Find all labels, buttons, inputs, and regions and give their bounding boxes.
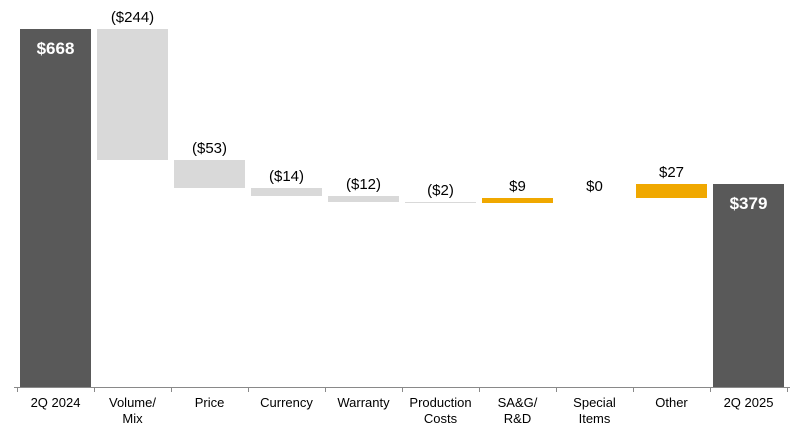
x-axis-tick <box>17 387 18 392</box>
x-axis-label: Volume/ Mix <box>109 395 156 426</box>
bar-volume-mix <box>97 29 168 160</box>
x-axis-tick <box>248 387 249 392</box>
bar-value-label: ($2) <box>427 182 454 200</box>
x-axis-tick <box>402 387 403 392</box>
x-axis-tick <box>787 387 788 392</box>
bar-value-label: ($14) <box>268 168 305 186</box>
x-axis-tick <box>710 387 711 392</box>
x-axis-label: Warranty <box>337 395 390 410</box>
bar-production-costs <box>405 202 476 204</box>
bar-2q-2025 <box>713 183 784 387</box>
bar-price <box>174 159 245 189</box>
x-axis-label: Price <box>194 395 225 410</box>
bar-warranty <box>328 195 399 203</box>
x-axis-tick <box>94 387 95 392</box>
x-axis-label: SA&G/ R&D <box>497 395 538 426</box>
x-axis-label: Special Items <box>573 395 616 426</box>
x-axis-label: Currency <box>260 395 313 410</box>
bar-value-label: $9 <box>509 178 526 196</box>
x-axis-tick <box>556 387 557 392</box>
bar-total-label: $668 <box>36 39 75 58</box>
bar-total-label: $379 <box>729 193 768 213</box>
x-axis-tick <box>479 387 480 392</box>
bar-other <box>636 183 707 199</box>
bar-2q-2024 <box>20 29 91 387</box>
bar-value-label: ($53) <box>191 139 228 157</box>
x-axis-tick <box>171 387 172 392</box>
x-axis-label: 2Q 2025 <box>723 395 774 410</box>
x-axis-tick <box>325 387 326 392</box>
bar-value-label: $27 <box>658 163 685 181</box>
bar-sa-g-r-d <box>482 198 553 204</box>
bar-value-label: $0 <box>586 178 603 196</box>
x-axis-label: 2Q 2024 <box>30 395 81 410</box>
x-axis-label: Production Costs <box>409 395 472 426</box>
x-axis-tick <box>633 387 634 392</box>
bar-currency <box>251 188 322 196</box>
bar-value-label: ($244) <box>110 9 155 26</box>
x-axis-label: Other <box>655 395 688 410</box>
bar-value-label: ($12) <box>345 175 382 193</box>
